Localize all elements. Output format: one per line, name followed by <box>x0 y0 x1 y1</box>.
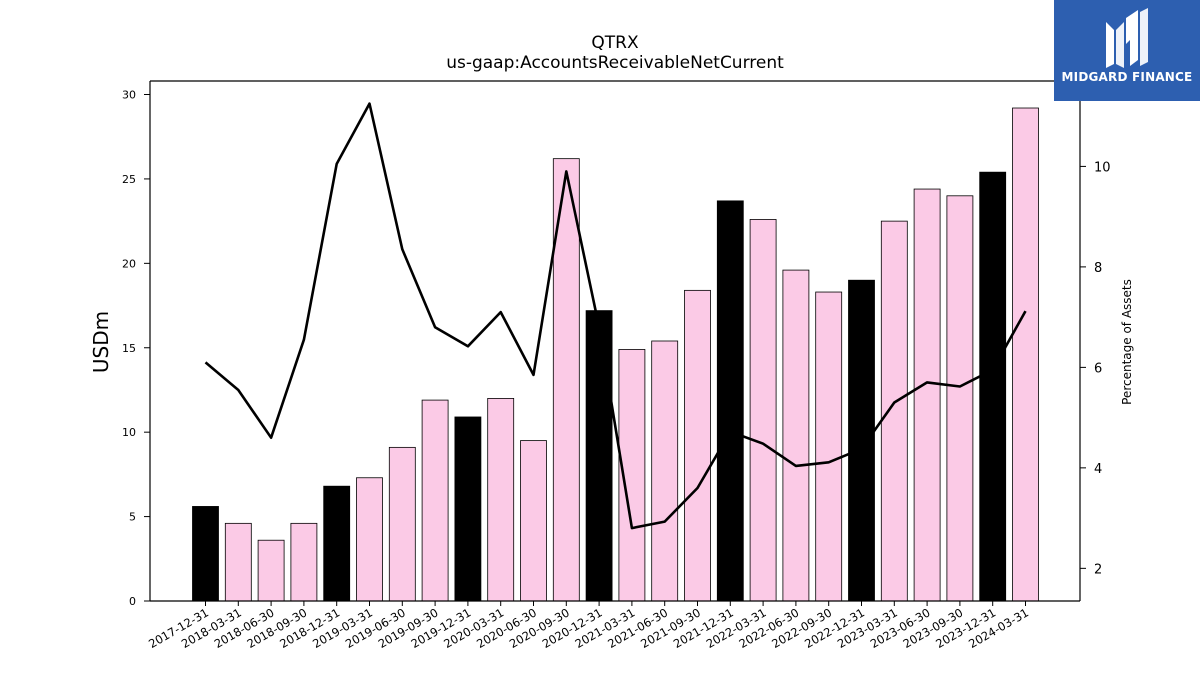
bar <box>421 399 449 602</box>
y-tick-label: 5 <box>129 511 136 524</box>
brand-logo: MIDGARD FINANCE <box>1054 0 1200 101</box>
bar <box>913 188 941 602</box>
bar <box>651 340 679 602</box>
line-series-path <box>204 102 1027 530</box>
y-axis-label: USDm <box>89 311 113 373</box>
bar <box>487 398 515 602</box>
y2-tick-label: 2 <box>1094 562 1102 577</box>
y2-tick-label: 4 <box>1094 462 1102 477</box>
bar <box>585 310 613 602</box>
bar <box>1012 107 1039 602</box>
bar <box>848 279 875 602</box>
bar <box>356 477 383 602</box>
y2-tick-label: 6 <box>1094 361 1102 376</box>
bar <box>880 220 908 602</box>
bar <box>290 522 318 602</box>
y-tick-label: 25 <box>122 173 136 186</box>
bar <box>684 289 711 602</box>
y2-tick-label: 8 <box>1094 261 1102 276</box>
y-tick-label: 30 <box>122 89 136 102</box>
bar <box>224 522 252 602</box>
bar <box>979 171 1007 602</box>
chart-title: QTRX <box>591 33 639 53</box>
bar <box>388 446 416 602</box>
line-series <box>204 102 1027 530</box>
brand-name: MIDGARD FINANCE <box>1061 70 1193 84</box>
bar <box>716 200 744 602</box>
bar <box>192 506 219 602</box>
y-tick-label: 10 <box>122 426 136 439</box>
bar-group <box>192 107 1039 602</box>
y-tick-label: 20 <box>122 257 136 270</box>
bar <box>454 416 482 602</box>
bar <box>815 291 843 602</box>
midgard-logo-icon <box>1106 8 1148 68</box>
y-tick-label: 15 <box>122 342 136 355</box>
y-tick-label: 0 <box>129 595 136 608</box>
bar <box>782 269 810 602</box>
bar <box>257 539 285 602</box>
y2-tick-label: 10 <box>1094 160 1111 175</box>
bar <box>520 440 547 602</box>
bar <box>323 485 351 602</box>
y2-axis-label: Percentage of Assets <box>1120 279 1134 405</box>
bar <box>749 219 777 602</box>
bar <box>946 195 974 602</box>
chart-subtitle: us-gaap:AccountsReceivableNetCurrent <box>446 53 784 73</box>
